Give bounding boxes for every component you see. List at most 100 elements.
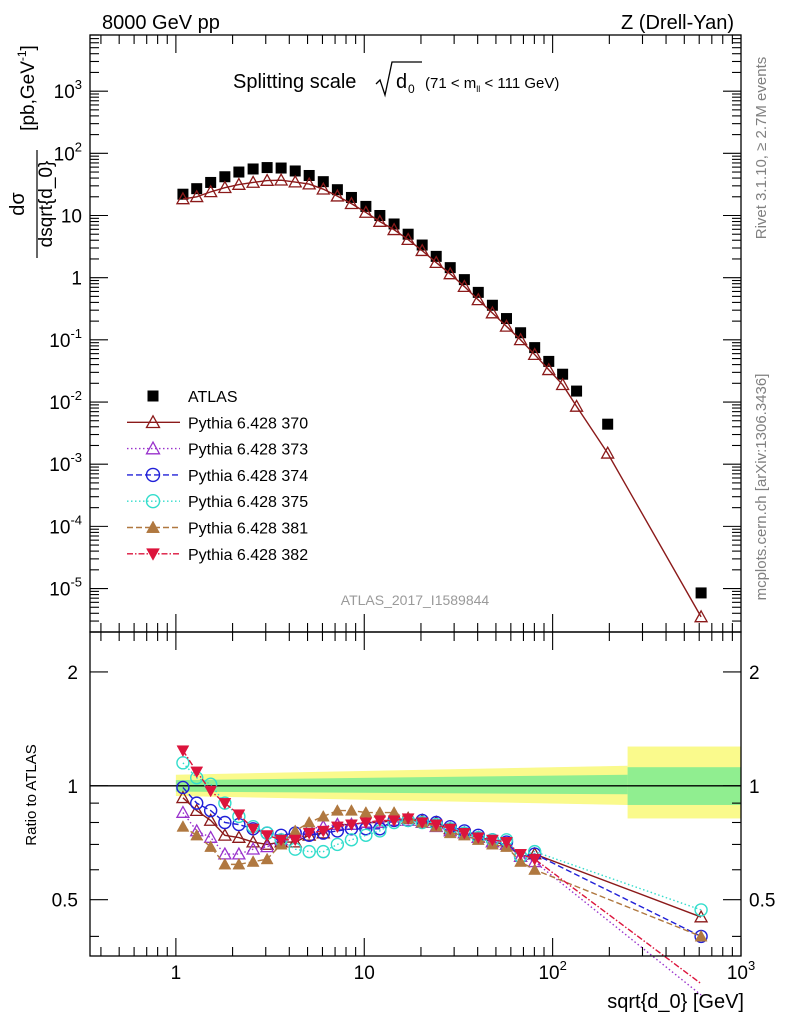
ratio-data-point — [359, 817, 373, 830]
main-data-point — [275, 162, 287, 174]
ratio-data-point — [330, 837, 345, 852]
legend-marker — [145, 467, 161, 483]
ratio-data-point — [302, 828, 316, 840]
y-tick-label: 10-5 — [49, 575, 82, 601]
main-title-text: Splitting scale — [233, 71, 356, 93]
ratio-data-point — [260, 830, 274, 842]
main-data-point — [274, 172, 289, 186]
main-data-point — [302, 176, 317, 190]
main-plot-frame — [89, 34, 742, 633]
ratio-data-point — [373, 815, 387, 827]
ratio-data-point — [176, 780, 190, 795]
ratio-data-point — [345, 804, 358, 816]
ratio-data-point — [260, 839, 275, 853]
main-data-point — [555, 377, 570, 391]
legend-marker — [145, 440, 161, 455]
ratio-y-axis-label: Ratio to ATLAS — [23, 744, 40, 845]
header-left: 8000 GeV pp — [102, 12, 220, 34]
main-data-point — [245, 175, 261, 188]
ratio-data-point — [316, 825, 330, 838]
y-tick-label: 10-2 — [49, 388, 82, 414]
main-data-point — [303, 169, 315, 181]
main-data-point — [205, 176, 217, 188]
main-data-point — [217, 180, 232, 194]
ratio-data-point — [204, 840, 218, 852]
main-data-point — [693, 609, 709, 623]
y-tick-label: 10-4 — [49, 512, 82, 538]
y-label-denominator: dsqrt{d_0} — [36, 161, 57, 248]
ratio-series — [175, 745, 709, 996]
ratio-data-point — [176, 820, 190, 832]
ratio-data-point — [344, 833, 359, 847]
legend-label: Pythia 6.428 370 — [188, 415, 308, 432]
ratio-data-point — [694, 929, 708, 942]
ratio-data-point — [429, 819, 443, 832]
y-tick-label: 10-3 — [49, 450, 82, 476]
ratio-data-point — [246, 823, 260, 836]
ratio-data-point — [218, 815, 232, 830]
ratio-data-point — [330, 821, 344, 834]
ratio-data-point — [288, 834, 302, 847]
ratio-data-point — [190, 828, 204, 841]
ratio-data-point — [175, 790, 191, 804]
main-data-point — [415, 243, 430, 257]
ratio-series-0 — [175, 790, 709, 923]
ratio-series-line — [182, 797, 702, 918]
y-label-numerator: dσ — [7, 192, 29, 216]
header-right: Z (Drell-Yan) — [621, 12, 734, 34]
ratio-data-point — [246, 855, 260, 867]
main-data-point — [203, 184, 218, 198]
main-data-point — [457, 279, 472, 292]
ratio-data-point — [500, 837, 513, 849]
legend-entry: Pythia 6.428 381 — [127, 520, 308, 538]
legend-label: Pythia 6.428 375 — [188, 494, 308, 511]
legend-marker — [146, 520, 160, 533]
ratio-series-5 — [176, 745, 702, 985]
main-y-axis-label: dσ dsqrt{d_0} [pb,GeV-1] — [7, 45, 57, 258]
ratio-data-point — [457, 828, 471, 840]
ratio-data-point — [415, 817, 429, 830]
ratio-data-point — [359, 828, 373, 842]
main-title: Splitting scale d 0 (71 < mll < 111 GeV) — [233, 61, 559, 98]
legend-marker — [147, 390, 159, 402]
main-data-point — [189, 189, 204, 203]
y-tick-label: 10 — [61, 206, 82, 227]
main-data-point — [429, 255, 444, 269]
main-data-point — [443, 266, 458, 280]
main-data-point — [527, 347, 542, 361]
main-series — [175, 162, 709, 623]
x-tick-label: 1 — [171, 963, 182, 984]
ratio-y-tick-label: 1 — [67, 777, 78, 798]
main-data-point — [602, 418, 614, 430]
analysis-label: ATLAS_2017_I1589844 — [341, 592, 490, 608]
ratio-data-point — [245, 834, 261, 848]
ratio-data-point — [232, 857, 246, 870]
sqrt-sign-icon — [375, 61, 422, 98]
x-tick-label: 10 — [354, 963, 375, 984]
ratio-data-point — [288, 834, 303, 848]
main-data-point — [316, 181, 331, 195]
x-axis-label: sqrt{d_0} [GeV] — [607, 991, 744, 1013]
main-data-point — [233, 166, 245, 178]
ratio-data-point — [485, 834, 499, 847]
main-data-point — [541, 362, 556, 376]
main-data-point — [231, 177, 246, 190]
ratio-data-point — [302, 815, 316, 828]
mcplots-label: mcplots.cern.ch [arXiv:1306.3436] — [753, 374, 770, 601]
ratio-data-point — [302, 844, 316, 859]
ratio-data-point — [260, 837, 275, 850]
ratio-series-line — [182, 809, 702, 938]
main-series-line — [182, 179, 702, 618]
legend-marker — [146, 548, 160, 561]
main-title-symbol: d — [396, 71, 407, 93]
ratio-y-tick-label-right: 2 — [749, 663, 760, 684]
ratio-data-point — [189, 803, 204, 817]
main-data-point — [289, 165, 301, 177]
legend-label: Pythia 6.428 374 — [188, 468, 308, 485]
ratio-data-point — [694, 903, 708, 917]
ratio-data-point — [471, 832, 485, 845]
main-data-point — [317, 176, 329, 188]
ratio-data-point — [204, 785, 218, 798]
ratio-data-point — [218, 857, 232, 870]
